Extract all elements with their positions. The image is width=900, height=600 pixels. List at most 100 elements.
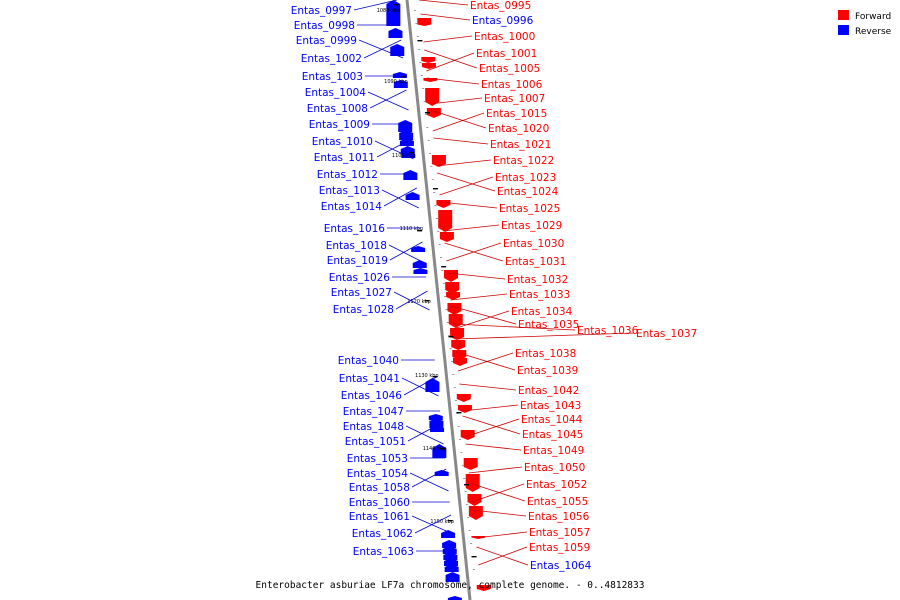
reverse-gene-label[interactable]: Entas_1054 (347, 468, 449, 492)
reverse-gene-17[interactable] (429, 418, 444, 428)
reverse-gene-23[interactable] (442, 546, 457, 554)
reverse-gene-label[interactable]: Entas_1008 (307, 89, 407, 115)
forward-gene-label[interactable]: Entas_1038 (457, 348, 576, 372)
reverse-gene-14[interactable] (413, 268, 428, 274)
reverse-gene-label[interactable]: Entas_1058 (349, 468, 447, 494)
reverse-gene-label[interactable]: Entas_1047 (343, 406, 441, 418)
forward-gene-18[interactable] (453, 358, 468, 366)
forward-gene-label[interactable]: Entas_1055 (469, 482, 589, 508)
forward-gene-label[interactable]: Entas_1007 (429, 93, 545, 105)
reverse-gene-26[interactable] (444, 564, 459, 572)
reverse-gene-24[interactable] (443, 552, 458, 560)
forward-gene-14[interactable] (448, 314, 463, 328)
forward-gene-label[interactable]: Entas_1057 (475, 527, 590, 539)
forward-gene-label[interactable]: Entas_1006 (427, 77, 543, 91)
forward-gene-label[interactable]: Entas_1000 (423, 31, 535, 43)
forward-gene-10[interactable] (443, 270, 458, 282)
reverse-gene-25[interactable] (444, 558, 459, 566)
forward-gene-label[interactable]: Entas_1042 (459, 383, 579, 397)
reverse-gene-22[interactable] (442, 540, 457, 548)
reverse-gene-label[interactable]: Entas_1011 (314, 138, 412, 164)
reverse-gene-21[interactable] (441, 530, 456, 538)
reverse-gene-label[interactable]: Entas_1004 (305, 87, 409, 111)
reverse-gene-label[interactable]: Entas_1062 (352, 514, 452, 540)
forward-gene-27[interactable] (476, 585, 491, 591)
reverse-gene-label[interactable]: Entas_0999 (296, 35, 404, 59)
forward-gene-0[interactable] (417, 18, 432, 26)
reverse-gene-11[interactable] (405, 192, 420, 200)
reverse-gene-27[interactable] (445, 572, 460, 582)
reverse-gene-label[interactable]: Entas_1061 (349, 511, 454, 535)
reverse-gene-20[interactable] (434, 470, 449, 476)
forward-gene-label[interactable]: Entas_1056 (472, 509, 590, 523)
forward-gene-label[interactable]: Entas_1034 (453, 306, 573, 330)
reverse-gene-label[interactable]: Entas_1013 (319, 185, 420, 209)
forward-gene-label[interactable]: Entas_1037 (454, 328, 698, 340)
forward-gene-label[interactable]: Entas_1043 (462, 400, 581, 412)
forward-gene-17[interactable] (452, 350, 467, 360)
reverse-gene-label[interactable]: Entas_0998 (294, 20, 400, 32)
reverse-gene-label[interactable]: Entas_1028 (333, 290, 428, 316)
forward-gene-label[interactable]: Entas_1021 (433, 137, 551, 151)
forward-gene-label[interactable]: Entas_1044 (464, 414, 583, 438)
forward-gene-20[interactable] (457, 405, 472, 413)
reverse-gene-2[interactable] (390, 44, 405, 56)
forward-gene-label[interactable]: Entas_1049 (465, 443, 585, 457)
reverse-gene-label[interactable]: Entas_1012 (317, 169, 416, 181)
reverse-gene-label[interactable]: Entas_1003 (302, 71, 405, 83)
forward-gene-label[interactable]: Entas_1032 (447, 272, 569, 286)
reverse-gene-label[interactable]: Entas_1040 (338, 355, 435, 367)
forward-gene-label[interactable]: Entas_1015 (432, 108, 548, 132)
forward-gene-label[interactable]: Entas_1045 (462, 415, 584, 441)
reverse-gene-label[interactable]: Entas_1053 (347, 453, 446, 465)
reverse-gene-6[interactable] (399, 130, 414, 140)
forward-gene-label[interactable]: Entas_1022 (436, 155, 554, 167)
forward-gene-25[interactable] (468, 506, 483, 520)
reverse-gene-13[interactable] (412, 260, 427, 268)
forward-gene-label[interactable]: Entas_1033 (450, 289, 571, 301)
forward-gene-4[interactable] (425, 88, 440, 106)
forward-gene-label[interactable]: Entas_1064 (476, 546, 592, 572)
reverse-gene-16[interactable] (428, 414, 443, 420)
forward-gene-label[interactable]: Entas_0995 (418, 0, 531, 12)
forward-gene-5[interactable] (426, 108, 441, 118)
forward-gene-label[interactable]: Entas_1050 (468, 462, 586, 474)
reverse-gene-9[interactable] (401, 152, 416, 158)
forward-gene-8[interactable] (438, 210, 453, 232)
forward-gene-7[interactable] (436, 200, 451, 208)
reverse-gene-label[interactable]: Entas_1026 (329, 272, 427, 284)
reverse-gene-label[interactable]: Entas_1019 (327, 241, 423, 267)
forward-gene-13[interactable] (447, 303, 462, 315)
forward-gene-label[interactable]: Entas_1020 (430, 109, 550, 135)
reverse-gene-label[interactable]: Entas_1014 (321, 187, 417, 213)
reverse-gene-12[interactable] (411, 246, 426, 252)
forward-gene-6[interactable] (431, 155, 446, 167)
forward-gene-label[interactable]: Entas_1024 (437, 172, 559, 198)
forward-gene-24[interactable] (467, 494, 482, 506)
forward-gene-label[interactable]: Entas_1052 (471, 479, 588, 503)
forward-gene-label[interactable]: Entas_1031 (444, 242, 567, 268)
forward-gene-22[interactable] (463, 458, 478, 470)
reverse-gene-28[interactable] (447, 596, 462, 600)
forward-gene-12[interactable] (446, 292, 461, 300)
reverse-gene-15[interactable] (425, 378, 440, 392)
reverse-gene-label[interactable]: Entas_1002 (301, 39, 402, 65)
reverse-gene-label[interactable]: Entas_1063 (353, 546, 455, 558)
reverse-gene-label[interactable]: Entas_1046 (341, 376, 437, 402)
forward-gene-19[interactable] (456, 394, 471, 402)
forward-gene-15[interactable] (450, 328, 465, 340)
forward-gene-label[interactable]: Entas_0996 (420, 13, 534, 27)
reverse-gene-label[interactable]: Entas_1009 (309, 119, 411, 131)
forward-gene-23[interactable] (465, 474, 480, 492)
forward-gene-16[interactable] (451, 340, 466, 350)
reverse-gene-4[interactable] (393, 80, 408, 88)
reverse-gene-label[interactable]: Entas_1051 (345, 422, 442, 448)
reverse-gene-label[interactable]: Entas_1048 (343, 421, 444, 445)
forward-gene-label[interactable]: Entas_1005 (424, 49, 540, 75)
reverse-gene-label[interactable]: Entas_1041 (339, 373, 439, 397)
reverse-gene-label[interactable]: Entas_1027 (331, 287, 430, 311)
reverse-gene-label[interactable]: Entas_1016 (324, 223, 421, 235)
forward-gene-11[interactable] (445, 282, 460, 294)
forward-gene-label[interactable]: Entas_1039 (455, 351, 578, 377)
forward-gene-2[interactable] (421, 63, 436, 69)
